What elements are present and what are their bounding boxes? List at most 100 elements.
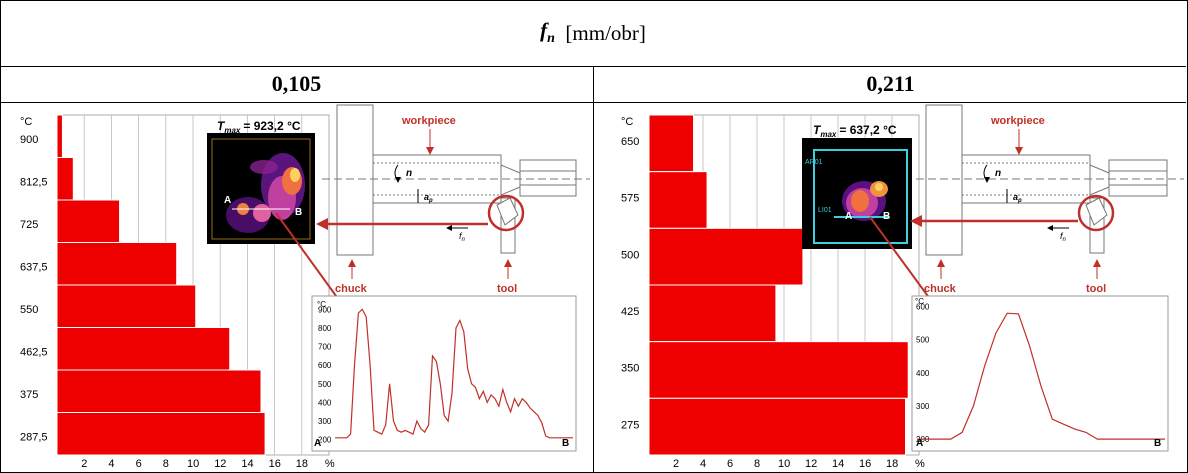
table-divider-column [593, 66, 594, 472]
profile-y-label: 900 [318, 305, 332, 314]
histogram-x-label: 14 [832, 458, 844, 470]
panel-left: °C 900 812,5 725 637,5 550 462,5 375 287,5 2 4 6 8… [20, 104, 590, 470]
diagram-fn: fn [459, 231, 466, 243]
histogram-y-label: 500 [621, 249, 639, 261]
histogram-x-label: % [325, 458, 335, 470]
histogram-bar [56, 114, 63, 158]
histogram-x-label: 2 [81, 458, 87, 470]
histogram-x-labels: 2 4 6 8 10 12 14 16 18% [81, 458, 335, 470]
histogram-bar [56, 412, 266, 456]
histogram-x-label: 6 [727, 458, 733, 470]
machining-diagram: fn n ap workpiece chuck tool [910, 104, 1184, 295]
histogram-bar [56, 157, 74, 201]
profile-end: B [1154, 438, 1161, 449]
profile-line [335, 308, 573, 439]
histogram-bar [56, 284, 197, 328]
profile-unit: °C [317, 300, 326, 309]
feed-symbol: fn [540, 18, 555, 47]
thermo-point-b: B [883, 211, 890, 222]
histogram-x-label: 4 [700, 458, 706, 470]
thermo-tag-2: LI01 [818, 207, 832, 214]
diagram-ap: ap [424, 192, 433, 204]
histogram-x-label: 10 [187, 458, 199, 470]
profile-y-label: 800 [318, 324, 332, 333]
diagram-n: n [995, 168, 1001, 179]
histogram-x-label: 8 [163, 458, 169, 470]
diagram-fn: fn [1060, 231, 1067, 243]
histogram-y-label: 275 [621, 419, 639, 431]
thermo-point-b: B [295, 207, 302, 218]
histogram-unit: °C [621, 116, 633, 128]
thermo-point-a: A [224, 195, 231, 206]
profile-y-label: 700 [318, 343, 332, 352]
histogram-x-label: 10 [778, 458, 790, 470]
histogram-x-label: 6 [136, 458, 142, 470]
histogram-y-label: 725 [20, 219, 38, 231]
histogram-y-label: 350 [621, 363, 639, 375]
histogram-bar [648, 114, 695, 173]
profile-start: A [314, 438, 321, 449]
profile-box [311, 295, 577, 452]
histogram-bar [648, 227, 804, 286]
histogram-bar [648, 171, 708, 229]
histogram-x-label: 18 [296, 458, 308, 470]
profile-y-label: 400 [916, 369, 930, 378]
histogram-y-label: 287,5 [20, 432, 48, 444]
histogram-bars [56, 114, 266, 456]
histogram-y-label: 425 [621, 306, 639, 318]
histogram-bars [648, 114, 909, 456]
histogram-unit: °C [20, 116, 32, 128]
histogram-bar [56, 327, 231, 371]
profile-y-labels: 900 800 700 600 500 400 300 200 [318, 305, 332, 444]
histogram-x-label: 12 [214, 458, 226, 470]
histogram-y-label: 462,5 [20, 347, 48, 359]
profile-y-label: 400 [318, 398, 332, 407]
label-workpiece: workpiece [401, 115, 456, 127]
histogram-x-label: 2 [673, 458, 679, 470]
feed-value-right: 0,211 [866, 71, 915, 96]
histogram-x-label: 16 [269, 458, 281, 470]
histogram-x-label: 8 [754, 458, 760, 470]
feed-unit: [mm/obr] [565, 20, 646, 45]
thermogram: AR01 LI01 A B [802, 138, 912, 249]
histogram-bar [648, 341, 909, 399]
label-tool: tool [1086, 283, 1106, 295]
label-chuck: chuck [335, 283, 368, 295]
diagram-n: n [406, 168, 412, 179]
histogram-bar [56, 199, 121, 243]
profile-end: B [562, 438, 569, 449]
profile-y-label: 200 [318, 436, 332, 445]
histogram-x-label: 14 [241, 458, 253, 470]
tmax-label: Tmax = 637,2 °C [813, 123, 897, 139]
histogram-bar [56, 369, 262, 413]
histogram-x-label: 12 [805, 458, 817, 470]
profile-start: A [916, 438, 923, 449]
profile-unit: °C [915, 297, 924, 306]
profile-y-label: 300 [318, 417, 332, 426]
histogram-x-labels: 2 4 6 8 10 12 14 16 18% [673, 458, 925, 470]
thermo-point-a: A [845, 211, 852, 222]
histogram-y-label: 812,5 [20, 177, 48, 189]
histogram-y-label: 375 [20, 389, 38, 401]
profile-y-label: 600 [916, 303, 930, 312]
panel-right: °C 650 575 500 425 350 275 2 4 6 8 10 12 14 16 18% AR… [621, 104, 1184, 470]
table-header: fn [mm/obr] [0, 0, 1186, 66]
histogram-y-label: 637,5 [20, 262, 48, 274]
histogram-x-label: % [915, 458, 925, 470]
histogram-y-label: 575 [621, 193, 639, 205]
profile-box [911, 295, 1169, 452]
histogram-bar [648, 397, 906, 456]
histogram-bar [56, 242, 178, 286]
histogram-x-label: 4 [108, 458, 114, 470]
profile-y-label: 500 [916, 336, 930, 345]
machining-diagram: fn n ap workpiece chuck tool [316, 104, 590, 295]
thermo-tag: AR01 [805, 159, 823, 166]
feed-value-left: 0,105 [271, 71, 322, 96]
histogram-y-labels: 900 812,5 725 637,5 550 462,5 375 287,5 [20, 134, 48, 444]
histogram-x-label: 18 [886, 458, 898, 470]
histogram-x-label: 16 [859, 458, 871, 470]
tmax-label: Tmax = 923,2 °C [217, 119, 301, 135]
label-chuck: chuck [924, 283, 957, 295]
histogram-y-labels: 650 575 500 425 350 275 [621, 136, 639, 431]
profile-y-label: 500 [318, 380, 332, 389]
